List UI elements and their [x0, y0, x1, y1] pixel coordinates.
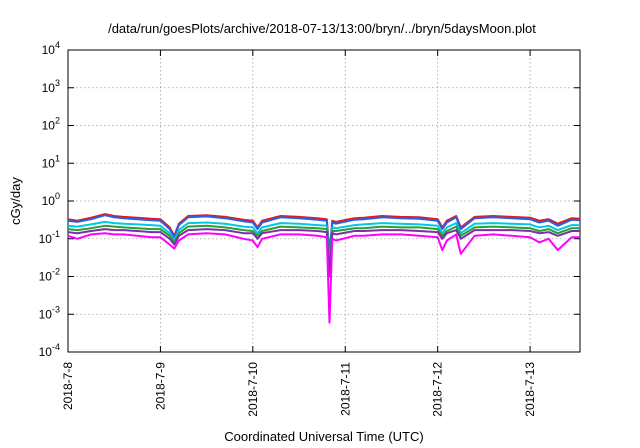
y-tick-labels: 104 103 102 101 100 10-1 10-2 10-3 10-4 [39, 40, 60, 359]
x-tick-label: 2018-7-11 [338, 362, 352, 416]
x-axis-label: Coordinated Universal Time (UTC) [224, 429, 423, 444]
x-tick-labels: 2018-7-8 2018-7-9 2018-7-10 2018-7-11 2018-7… [61, 362, 537, 417]
y-tick-label: 101 [42, 153, 60, 170]
y-axis-label: cGy/day [8, 177, 23, 225]
y-tick-label: 102 [42, 116, 60, 133]
series-line-4 [67, 224, 580, 271]
series-line-6 [67, 232, 580, 324]
plot-frame [67, 49, 581, 353]
y-tick-label: 10-3 [39, 304, 60, 321]
series-line-2 [67, 214, 581, 257]
y-tick-label: 100 [42, 191, 60, 208]
series-line-5 [67, 228, 580, 278]
y-tick-label: 103 [42, 78, 60, 95]
y-tick-label: 10-4 [39, 342, 60, 359]
series-line-1 [67, 213, 581, 255]
series-line-3 [67, 220, 580, 267]
x-tick-label: 2018-7-9 [153, 362, 167, 410]
grid [67, 49, 580, 353]
chart-title: /data/run/goesPlots/archive/2018-07-13/1… [108, 21, 536, 36]
x-tick-label: 2018-7-13 [523, 362, 537, 417]
y-tick-label: 10-2 [39, 267, 60, 284]
y-tick-label: 10-1 [39, 229, 60, 246]
x-tick-label: 2018-7-12 [431, 362, 445, 417]
series-layer [67, 213, 581, 324]
x-tick-label: 2018-7-10 [246, 362, 260, 417]
y-tick-label: 104 [42, 40, 60, 57]
x-tick-label: 2018-7-8 [61, 362, 75, 410]
